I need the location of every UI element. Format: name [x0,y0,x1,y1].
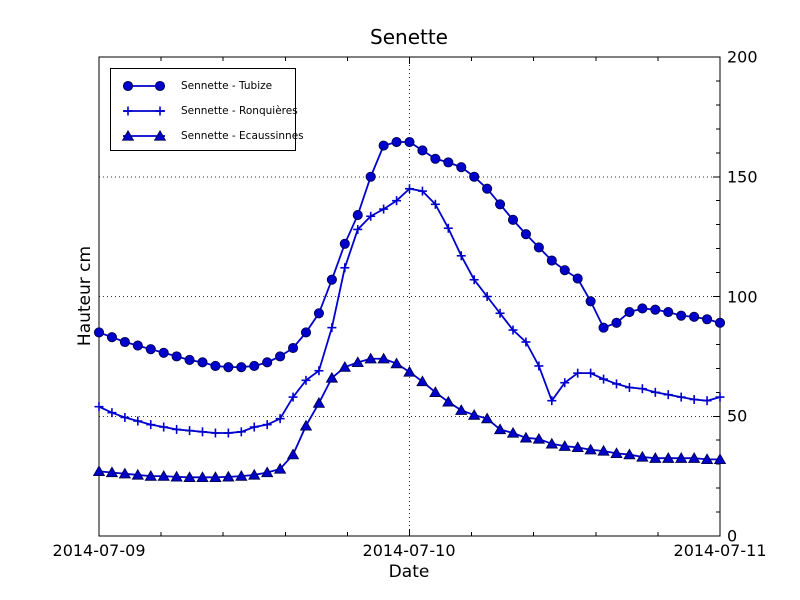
x-tick-label: 2014-07-11 [673,541,767,560]
line-triangle-marker-icon [121,129,167,141]
legend-label: Sennette - Tubize [181,79,273,92]
legend-item-tubize: Sennette - Tubize [119,73,291,98]
y-tick-label: 0 [727,526,738,546]
y-tick-label: 50 [727,406,748,426]
x-axis-label: Date [388,562,430,582]
chart-title: Senette [370,25,448,49]
x-tick-label: 2014-07-10 [362,541,456,560]
line-plus-marker-icon [123,106,165,115]
legend-item-ronquieres: Sennette - Ronquières [119,98,298,123]
y-axis-label: Hauteur cm [75,245,95,347]
y-tick-label: 100 [727,287,758,306]
line-circle-marker-icon [122,80,166,91]
legend-label: Sennette - Ronquières [181,104,298,117]
legend-item-ecaussinnes: Sennette - Ecaussinnes [119,123,304,148]
y-tick-label: 150 [727,167,758,187]
x-tick-label: 2014-07-09 [52,541,146,560]
legend-label: Sennette - Ecaussinnes [181,129,304,142]
y-tick-label: 200 [727,47,758,67]
legend: Sennette - Tubize Sennette - Ronquières … [110,68,304,151]
